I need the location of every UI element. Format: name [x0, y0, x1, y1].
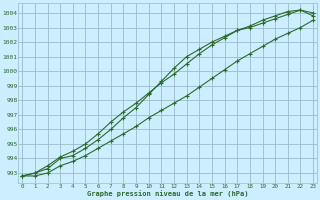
X-axis label: Graphe pression niveau de la mer (hPa): Graphe pression niveau de la mer (hPa) [87, 190, 248, 197]
